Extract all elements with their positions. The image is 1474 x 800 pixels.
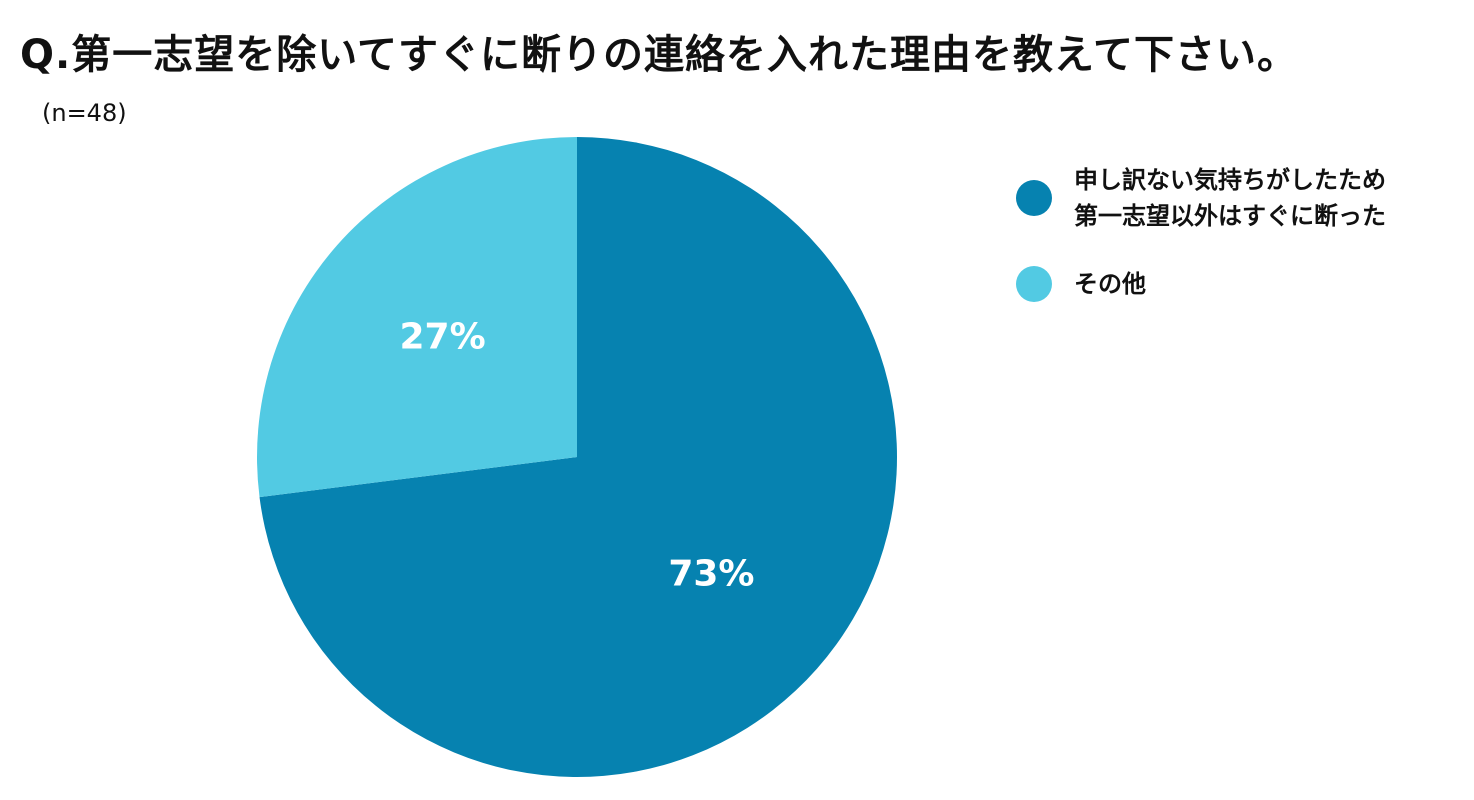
legend-item-1: その他 — [1016, 266, 1466, 302]
legend-label-0: 申し訳ない気持ちがしたため 第一志望以外はすぐに断った — [1074, 166, 1386, 230]
legend-swatch-0 — [1016, 180, 1052, 216]
chart-title: Q.第一志望を除いてすぐに断りの連絡を入れた理由を教えて下さい。 — [20, 32, 1298, 78]
legend: 申し訳ない気持ちがしたため 第一志望以外はすぐに断った その他 — [1016, 162, 1466, 334]
legend-item-0: 申し訳ない気持ちがしたため 第一志望以外はすぐに断った — [1016, 162, 1466, 234]
pie-slice-1 — [257, 137, 577, 498]
pie-slice-0 — [259, 137, 897, 777]
sample-size-note: (n=48) — [42, 99, 127, 127]
slice-data-label-0: 73% — [668, 554, 754, 595]
legend-label-1: その他 — [1074, 270, 1146, 298]
slice-data-label-1: 27% — [399, 316, 485, 357]
legend-swatch-1 — [1016, 266, 1052, 302]
